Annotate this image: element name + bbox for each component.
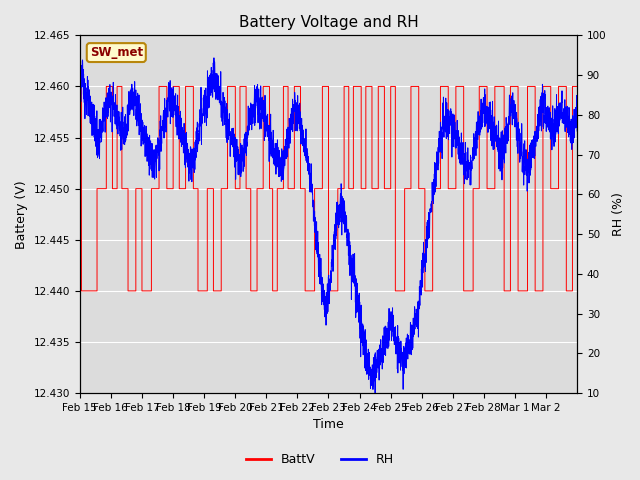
Y-axis label: RH (%): RH (%) (612, 192, 625, 236)
Legend: BattV, RH: BattV, RH (241, 448, 399, 471)
X-axis label: Time: Time (313, 419, 344, 432)
Title: Battery Voltage and RH: Battery Voltage and RH (239, 15, 419, 30)
Y-axis label: Battery (V): Battery (V) (15, 180, 28, 249)
Text: SW_met: SW_met (90, 46, 143, 59)
